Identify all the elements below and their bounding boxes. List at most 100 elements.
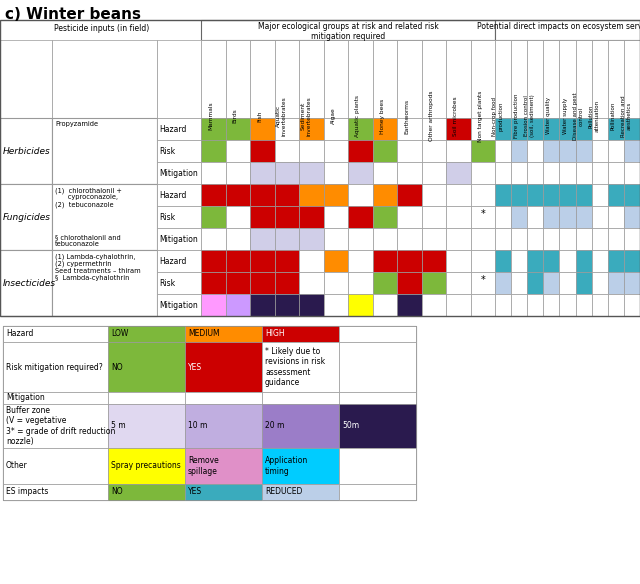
Bar [108,326,185,342]
Bar [157,250,201,272]
Bar [201,118,225,140]
Bar [323,228,348,250]
Text: Risk mitigation required?: Risk mitigation required? [6,363,103,371]
Bar [397,118,422,140]
Text: MEDIUM: MEDIUM [188,329,220,339]
Bar [591,250,608,272]
Bar [262,342,339,392]
Bar [323,40,348,118]
Text: (1)  chlorothalonil +
      cyproconazole,
(2)  tebuconazole: (1) chlorothalonil + cyproconazole, (2) … [55,187,122,208]
Bar [511,228,527,250]
Bar [527,40,543,118]
Bar [495,140,511,162]
Bar [397,272,422,294]
Bar [201,140,225,162]
Bar [511,250,527,272]
Bar [543,272,559,294]
Bar [372,294,397,316]
Text: Spray precautions: Spray precautions [111,461,180,471]
Bar [397,228,422,250]
Bar [275,40,299,118]
Bar [299,118,323,140]
Bar [185,326,262,342]
Bar [201,162,225,184]
Bar [495,228,511,250]
Bar [0,184,52,250]
Bar [608,118,624,140]
Bar [157,162,201,184]
Bar [470,40,495,118]
Bar [348,206,372,228]
Bar [543,294,559,316]
Text: Birds: Birds [233,109,237,123]
Text: Mitigation: Mitigation [159,169,198,178]
Bar [3,326,416,500]
Bar [511,272,527,294]
Bar [470,272,495,294]
Bar [624,294,640,316]
Bar [323,118,348,140]
Text: *: * [481,275,485,285]
Bar [608,206,624,228]
Bar [299,250,323,272]
Text: Hazard: Hazard [6,329,33,339]
Bar [3,484,108,500]
Bar [591,184,608,206]
Bar [339,326,416,342]
Bar [185,392,262,404]
Bar [575,250,591,272]
Bar [422,140,446,162]
Bar [157,294,201,316]
Text: Pollution
attenuation: Pollution attenuation [589,100,600,132]
Text: YES: YES [188,488,202,496]
Bar [225,162,250,184]
Bar [624,206,640,228]
Bar [470,140,495,162]
Bar [250,206,275,228]
Bar [495,250,511,272]
Text: Non-crop food
production: Non-crop food production [492,96,503,135]
Bar [262,392,339,404]
Bar [527,118,543,140]
Bar [511,184,527,206]
Bar [608,184,624,206]
Text: Fungicides: Fungicides [3,213,51,221]
Bar [495,272,511,294]
Bar [543,140,559,162]
Text: Non target plants: Non target plants [477,91,483,142]
Text: Pollination: Pollination [611,102,616,130]
Bar [372,272,397,294]
Bar [575,162,591,184]
Bar [275,118,299,140]
Bar [323,272,348,294]
Bar [543,250,559,272]
Bar [225,184,250,206]
Bar [608,228,624,250]
Text: LOW: LOW [111,329,129,339]
Bar [543,118,559,140]
Bar [3,326,108,342]
Bar [495,118,511,140]
Bar [275,250,299,272]
Bar [250,140,275,162]
Text: HIGH: HIGH [265,329,285,339]
Bar [250,272,275,294]
Bar [275,228,299,250]
Bar [201,40,225,118]
Bar [275,140,299,162]
Bar [262,448,339,484]
Bar [3,404,108,448]
Text: Risk: Risk [159,147,175,155]
Bar [250,40,275,118]
Bar [262,326,339,342]
Bar [608,294,624,316]
Bar [372,162,397,184]
Bar [52,184,157,250]
Text: 5 m: 5 m [111,422,125,430]
Bar [624,272,640,294]
Bar [543,40,559,118]
Text: Remove
spillage: Remove spillage [188,456,219,476]
Text: Mammals: Mammals [208,102,213,130]
Bar [446,118,470,140]
Bar [52,250,157,316]
